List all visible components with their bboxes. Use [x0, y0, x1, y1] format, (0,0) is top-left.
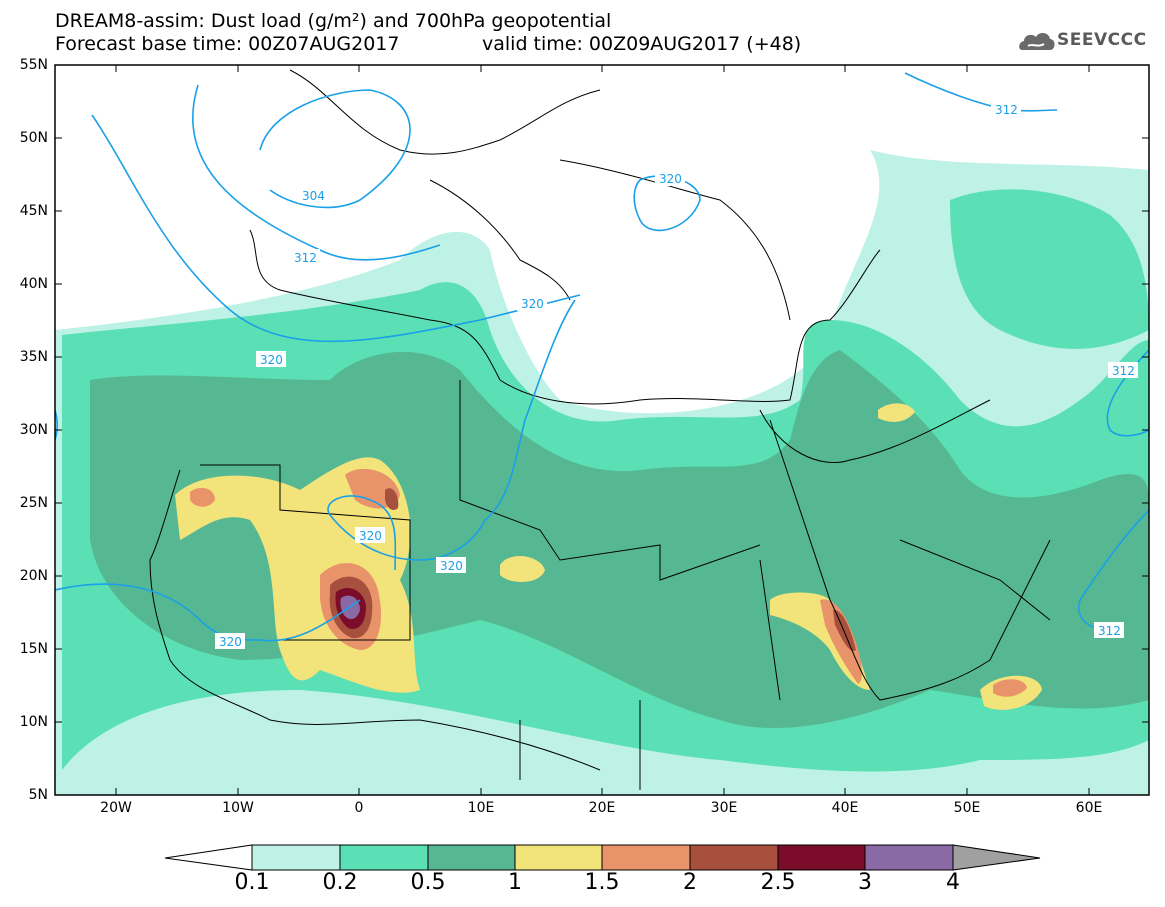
colorbar-label: 0.1: [234, 870, 270, 895]
coastlines: [149, 69, 1051, 790]
dust-level-0.2-north: [950, 189, 1149, 349]
contour-label: 312: [1098, 624, 1121, 638]
contour-label: 312: [294, 251, 317, 265]
axis-ticks: [55, 64, 1149, 795]
dust-level-1.5-spot-c: [993, 679, 1027, 697]
colorbar: [164, 844, 1041, 871]
colorbar-low-arrow: [164, 844, 253, 871]
lon-label: 20E: [588, 800, 616, 816]
lon-label: 60E: [1075, 800, 1103, 816]
contour-label: 312: [995, 103, 1018, 117]
logo-text: SEEVCCC: [1057, 30, 1147, 50]
map-title: DREAM8-assim: Dust load (g/m²) and 700hP…: [55, 10, 612, 32]
lon-label: 50E: [953, 800, 981, 816]
colorbar-swatch-2: [689, 844, 779, 871]
colorbar-swatch-1.5: [601, 844, 691, 871]
valid-time: valid time: 00Z09AUG2017 (+48): [482, 33, 802, 55]
colorbar-label: 4: [946, 870, 960, 895]
forecast-base-time: Forecast base time: 00Z07AUG2017: [55, 33, 400, 55]
colorbar-label: 3: [858, 870, 872, 895]
lon-label: 0: [354, 800, 364, 816]
lat-label: 45N: [19, 203, 48, 219]
colorbar-swatch-0.5: [427, 844, 516, 871]
dust-level-1.5-spot-b: [820, 599, 862, 684]
lat-label: 5N: [28, 787, 48, 803]
colorbar-label: 2: [683, 870, 697, 895]
lat-label: 50N: [19, 130, 48, 146]
dust-level-1.5-spot-d: [190, 487, 215, 507]
contour-label: 320: [219, 635, 242, 649]
colorbar-swatch-0.2: [339, 844, 429, 871]
lat-label: 15N: [19, 641, 48, 657]
colorbar-label: 1.5: [584, 870, 620, 895]
colorbar-swatch-3: [864, 844, 954, 871]
dust-fields: [55, 65, 1149, 795]
contour-label: 320: [521, 297, 544, 311]
colorbar-high-arrow: [952, 844, 1041, 871]
contour-label: 320: [359, 529, 382, 543]
dust-level-1-spot-b: [770, 592, 870, 690]
contour-label-group: 304 312 320 320 320 320 320 320 312 312 …: [215, 101, 1138, 649]
lat-label: 10N: [19, 714, 48, 730]
dust-level-2-spot-a: [384, 488, 399, 511]
lat-label: 35N: [19, 349, 48, 365]
contour-label: 320: [260, 353, 283, 367]
lat-label: 40N: [19, 276, 48, 292]
colorbar-label: 0.5: [410, 870, 446, 895]
lon-label: 30E: [710, 800, 738, 816]
colorbar-label: 2.5: [760, 870, 796, 895]
lat-label: 55N: [19, 57, 48, 73]
contour-label: 304: [302, 189, 325, 203]
lat-label: 25N: [19, 495, 48, 511]
lat-label: 30N: [19, 422, 48, 438]
contour-label: 312: [1112, 364, 1135, 378]
cloud-logo-icon: [1019, 33, 1055, 50]
colorbar-label: 0.2: [322, 870, 358, 895]
colorbar-label: 1: [508, 870, 522, 895]
lon-label: 40E: [831, 800, 859, 816]
colorbar-swatch-1: [514, 844, 603, 871]
lat-label: 20N: [19, 568, 48, 584]
colorbar-swatch-0.1: [251, 844, 341, 871]
lon-label: 10W: [222, 800, 254, 816]
dust-level-1-spot-c: [878, 403, 915, 422]
dust-level-1-spot-a: [500, 555, 545, 582]
lon-label: 10E: [467, 800, 495, 816]
contour-label: 320: [440, 559, 463, 573]
colorbar-swatch-2.5: [777, 844, 866, 871]
contour-label: 320: [659, 172, 682, 186]
lon-label: 20W: [100, 800, 132, 816]
